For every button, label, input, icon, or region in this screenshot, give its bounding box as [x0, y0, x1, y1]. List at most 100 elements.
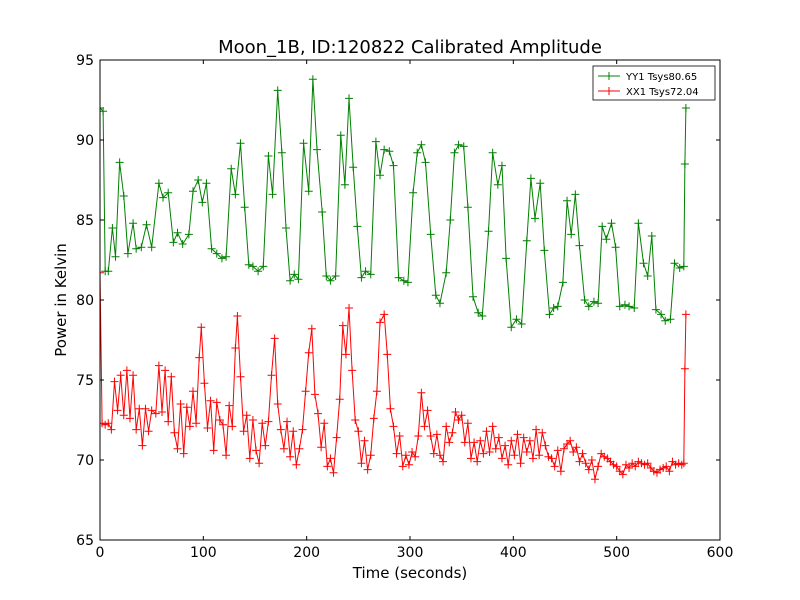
y-tick-label: 85 — [76, 213, 94, 229]
data-point — [470, 438, 479, 447]
data-point — [236, 372, 245, 381]
data-point — [522, 448, 531, 456]
data-point — [571, 190, 580, 199]
data-point — [476, 436, 485, 445]
data-point — [575, 457, 584, 466]
data-point — [651, 305, 660, 314]
data-point — [301, 387, 310, 396]
data-point — [670, 259, 679, 268]
data-point — [680, 160, 689, 168]
data-point — [611, 243, 620, 252]
data-point — [589, 297, 598, 306]
data-point — [202, 179, 211, 188]
data-point — [340, 180, 349, 189]
data-point — [154, 361, 163, 370]
data-point — [289, 427, 298, 436]
data-point — [170, 428, 179, 437]
data-point — [507, 436, 516, 445]
data-point — [197, 323, 206, 332]
legend: YY1 Tsys80.65 XX1 Tsys72.04 — [592, 65, 716, 101]
data-point — [567, 230, 576, 239]
data-point — [446, 216, 455, 224]
data-point — [395, 432, 404, 440]
data-point — [147, 406, 156, 415]
data-point — [233, 312, 242, 320]
data-point — [517, 320, 526, 328]
data-point — [409, 188, 418, 197]
data-point — [225, 401, 234, 410]
data-point — [231, 190, 240, 199]
data-point — [189, 187, 197, 196]
data-point — [625, 302, 634, 311]
data-point — [259, 262, 268, 271]
data-point — [295, 444, 304, 453]
data-point — [522, 236, 531, 245]
data-point — [122, 366, 131, 375]
data-point — [594, 299, 603, 308]
data-point — [283, 417, 292, 426]
data-point — [665, 467, 674, 476]
data-point — [142, 220, 151, 229]
data-point — [513, 430, 522, 439]
data-point — [677, 460, 686, 469]
data-point — [141, 404, 150, 413]
data-point — [594, 462, 603, 471]
data-point — [147, 243, 156, 252]
data-point — [242, 411, 251, 420]
data-point — [445, 438, 454, 447]
data-point — [248, 416, 257, 424]
data-point — [240, 203, 249, 212]
data-point — [318, 208, 327, 216]
data-point — [488, 148, 497, 157]
data-point — [473, 457, 482, 466]
data-point — [423, 406, 432, 415]
data-point — [353, 222, 362, 231]
data-point — [206, 396, 215, 405]
data-point — [420, 422, 429, 431]
data-point — [116, 371, 125, 380]
data-point — [360, 436, 369, 445]
data-point — [179, 449, 188, 458]
data-point — [426, 432, 435, 440]
data-point — [647, 232, 656, 240]
data-point — [431, 291, 440, 300]
data-point — [417, 140, 426, 149]
data-point — [403, 278, 412, 287]
data-point — [119, 411, 128, 420]
data-point — [643, 459, 652, 468]
data-point — [536, 179, 545, 188]
data-point — [286, 452, 295, 461]
data-point — [185, 422, 194, 431]
data-point — [189, 387, 197, 396]
data-point — [371, 137, 380, 146]
data-point — [532, 425, 541, 434]
series-2 — [100, 268, 690, 484]
data-point — [110, 377, 119, 386]
data-point — [273, 400, 282, 408]
data-point — [535, 451, 544, 460]
data-point — [304, 348, 313, 357]
data-point — [164, 188, 173, 197]
legend-label: XX1 Tsys72.04 — [626, 87, 699, 98]
data-point — [389, 422, 398, 431]
data-point — [104, 267, 113, 276]
data-point — [575, 241, 584, 250]
data-point — [123, 249, 132, 258]
data-point — [159, 193, 168, 202]
data-point — [129, 371, 138, 380]
data-point — [584, 302, 593, 311]
data-point — [332, 433, 341, 442]
data-point — [267, 371, 276, 380]
data-point — [429, 449, 438, 458]
data-point — [478, 312, 487, 320]
data-point — [239, 427, 248, 436]
data-point — [194, 176, 203, 184]
data-point — [590, 475, 599, 484]
data-point — [485, 448, 494, 456]
x-axis-label: Time (seconds) — [352, 564, 468, 582]
data-point — [426, 230, 435, 239]
data-point — [380, 145, 389, 154]
data-point — [675, 264, 684, 272]
data-point — [679, 262, 688, 271]
data-point — [469, 292, 478, 301]
